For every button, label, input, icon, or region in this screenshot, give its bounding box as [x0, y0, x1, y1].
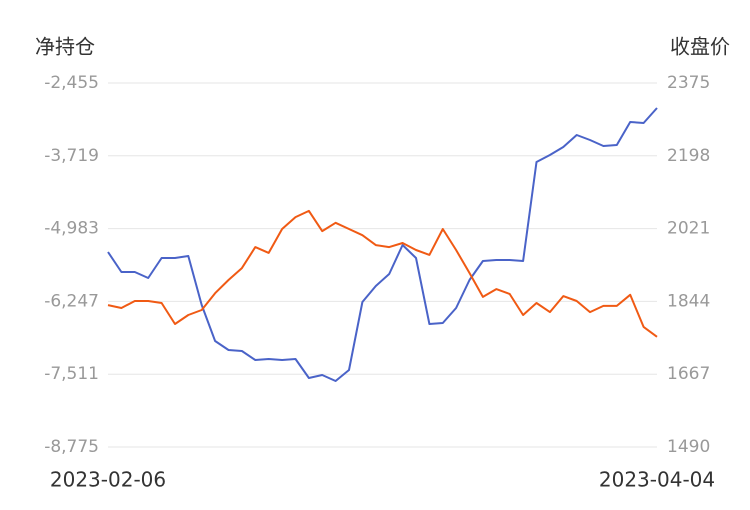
series-line [107, 107, 658, 382]
y2-tick-label: 2021 [667, 219, 710, 239]
y-tick-label: -3,719 [44, 146, 99, 166]
y-tick-label: -8,775 [44, 437, 99, 457]
x-tick-label: 2023-02-06 [50, 468, 166, 492]
y2-tick-label: 1844 [667, 291, 710, 311]
y-tick-label: -7,511 [44, 364, 99, 384]
y-tick-label: -6,247 [44, 291, 99, 311]
y2-tick-label: 2198 [667, 146, 710, 166]
y2-tick-label: 1490 [667, 437, 710, 457]
y2-axis-title: 收盘价 [670, 35, 730, 59]
y2-tick-label: 1667 [667, 364, 710, 384]
y-tick-label: -4,983 [44, 219, 99, 239]
y-axis-title: 净持仓 [35, 35, 95, 59]
y2-tick-label: 2375 [667, 73, 710, 93]
series-line [107, 209, 658, 338]
y-tick-label: -2,455 [44, 73, 99, 93]
x-tick-label: 2023-04-04 [599, 468, 715, 492]
